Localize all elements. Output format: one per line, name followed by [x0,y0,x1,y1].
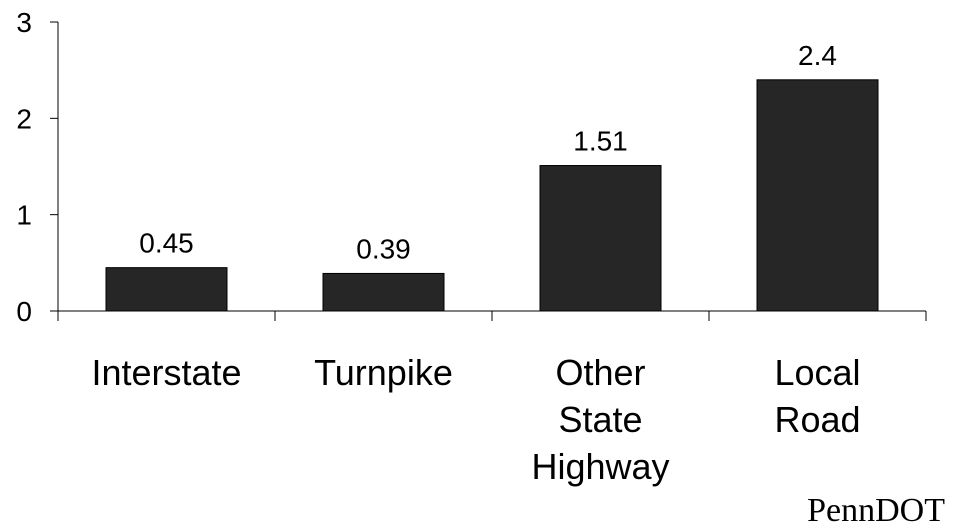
bar [756,79,879,312]
y-tick-label: 3 [16,7,32,38]
category-label: Turnpike [314,352,453,393]
category-label: Other [555,352,645,393]
category-label: Road [774,399,860,440]
category-label: Interstate [91,352,241,393]
category-label: Highway [531,446,669,487]
data-label: 1.51 [573,126,628,157]
bars [105,79,879,312]
y-axis: 0 1 2 3 [16,7,59,327]
data-label: 0.45 [139,228,194,259]
data-label: 2.4 [798,40,837,71]
category-labels: Interstate Turnpike Other State Highway Local… [91,352,860,487]
source-label: PennDOT [807,492,945,529]
bar [539,165,662,312]
data-labels: 0.45 0.39 1.51 2.4 [139,40,837,265]
bar [322,272,445,312]
category-label: State [558,399,642,440]
bar [105,267,228,312]
y-tick-label: 2 [16,103,32,134]
data-label: 0.39 [356,233,411,264]
category-label: Local [774,352,860,393]
y-tick-label: 1 [16,200,32,231]
x-axis [57,310,927,321]
y-tick-label: 0 [16,296,32,327]
